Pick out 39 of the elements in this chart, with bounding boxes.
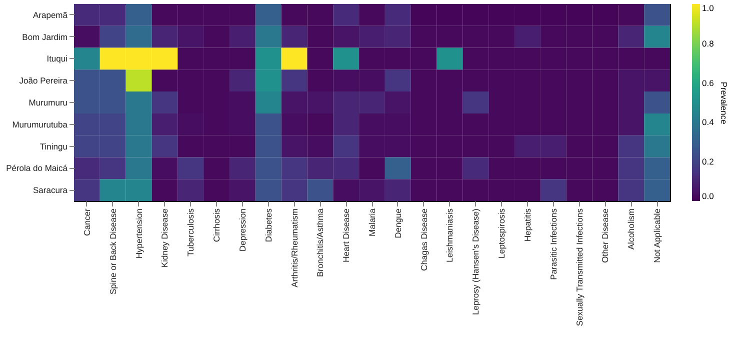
y-tick-label: Arapemã bbox=[33, 10, 68, 20]
y-tick-label: Murumurutuba bbox=[12, 119, 68, 130]
x-tick-label: Dengue bbox=[392, 208, 403, 238]
y-tick-label: João Pereira bbox=[19, 76, 68, 86]
y-tick-label: Murumuru bbox=[28, 98, 68, 108]
x-tick-label: Hypertension bbox=[134, 208, 144, 259]
y-tick-label: Tiningu bbox=[40, 141, 68, 152]
color-bar-title: Prevalence bbox=[719, 82, 729, 125]
x-tick-label: Malaria bbox=[367, 208, 377, 236]
x-tick-label: Other Disease bbox=[600, 208, 610, 263]
color-bar-label: 0.0 bbox=[702, 191, 714, 201]
x-tick-label: Bronchitis/Asthma bbox=[315, 208, 326, 277]
x-tick-label: Kidney Disease bbox=[160, 208, 170, 268]
x-tick-label: Tuberculosis bbox=[186, 208, 196, 256]
color-bar-label: 0.2 bbox=[702, 156, 714, 167]
x-tick-label: Cancer bbox=[82, 208, 92, 236]
x-tick-label: Leptospirosis bbox=[496, 208, 507, 259]
x-tick-label: Not Applicable bbox=[652, 208, 662, 263]
x-tick-label: Arthritis/Rheumatism bbox=[289, 208, 300, 288]
x-tick-label: Parasitic Infections bbox=[548, 208, 558, 280]
x-tick-label: Sexually Transmitted Infections bbox=[574, 208, 584, 326]
x-tick-label: Diabetes bbox=[263, 208, 274, 242]
y-tick-label: Saracura bbox=[33, 185, 68, 196]
x-tick-label: Heart Disease bbox=[341, 208, 352, 262]
y-tick-label: Bom Jardim bbox=[22, 32, 68, 42]
color-bar-label: 0.4 bbox=[702, 117, 714, 128]
y-tick-label: Ituqui bbox=[46, 54, 68, 64]
x-tick-label: Depression bbox=[237, 208, 248, 252]
color-bar-label: 0.6 bbox=[702, 78, 714, 88]
x-tick-label: Spine or Back Disease bbox=[108, 208, 118, 294]
y-tick-label: Pérola do Maicá bbox=[6, 163, 68, 174]
x-tick-label: Cirrhosis bbox=[212, 208, 222, 242]
x-tick-label: Leishmaniasis bbox=[444, 208, 455, 262]
x-tick-label: Hepatitis bbox=[522, 208, 532, 242]
color-bar-label: 1.0 bbox=[702, 3, 714, 13]
x-tick-label: Chagas Disease bbox=[418, 208, 429, 271]
color-bar-label: 0.8 bbox=[702, 38, 714, 48]
x-tick-label: Leprosy (Hansen's Disease) bbox=[470, 208, 481, 316]
x-tick-label: Alcoholism bbox=[626, 208, 636, 250]
